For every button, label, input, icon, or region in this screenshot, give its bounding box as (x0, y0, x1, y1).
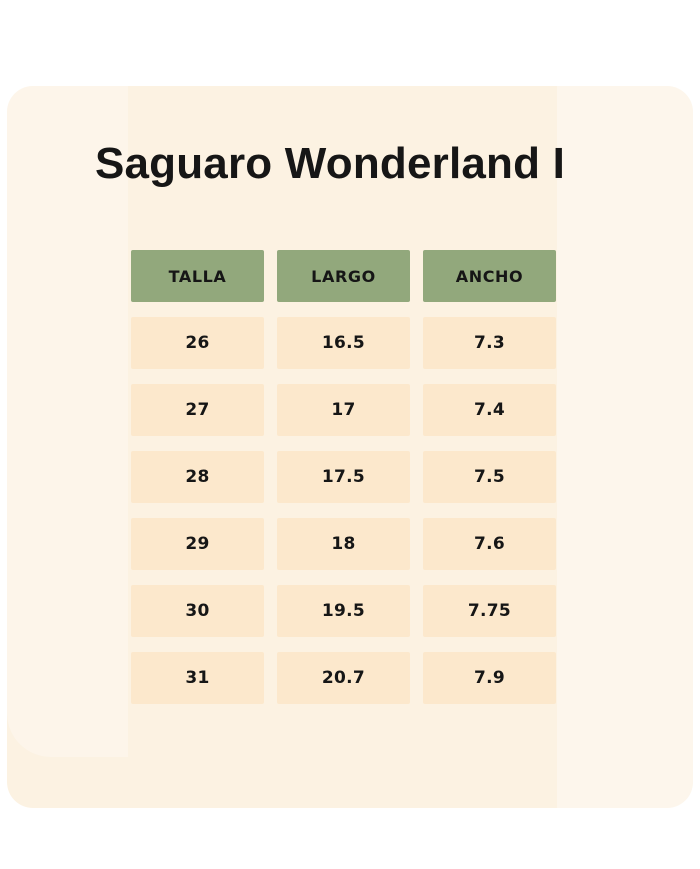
table-cell-largo: 20.7 (277, 652, 410, 704)
table-cell-ancho: 7.5 (423, 451, 556, 503)
table-cell-talla: 29 (131, 518, 264, 570)
table-cell-talla: 28 (131, 451, 264, 503)
size-table: TALLA LARGO ANCHO 26 16.5 7.3 27 17 7.4 … (131, 250, 556, 704)
table-cell-ancho: 7.6 (423, 518, 556, 570)
table-cell-talla: 30 (131, 585, 264, 637)
table-cell-largo: 17.5 (277, 451, 410, 503)
table-cell-largo: 16.5 (277, 317, 410, 369)
table-cell-talla: 26 (131, 317, 264, 369)
table-cell-largo: 18 (277, 518, 410, 570)
column-header-talla: TALLA (131, 250, 264, 302)
table-cell-talla: 27 (131, 384, 264, 436)
table-cell-largo: 19.5 (277, 585, 410, 637)
column-header-largo: LARGO (277, 250, 410, 302)
card-gradient-right (557, 86, 693, 808)
column-header-ancho: ANCHO (423, 250, 556, 302)
size-chart-card: Saguaro Wonderland I TALLA LARGO ANCHO 2… (7, 86, 693, 808)
table-cell-ancho: 7.4 (423, 384, 556, 436)
table-cell-ancho: 7.75 (423, 585, 556, 637)
table-cell-largo: 17 (277, 384, 410, 436)
table-cell-ancho: 7.9 (423, 652, 556, 704)
page-title: Saguaro Wonderland I (94, 139, 566, 188)
table-cell-ancho: 7.3 (423, 317, 556, 369)
table-cell-talla: 31 (131, 652, 264, 704)
